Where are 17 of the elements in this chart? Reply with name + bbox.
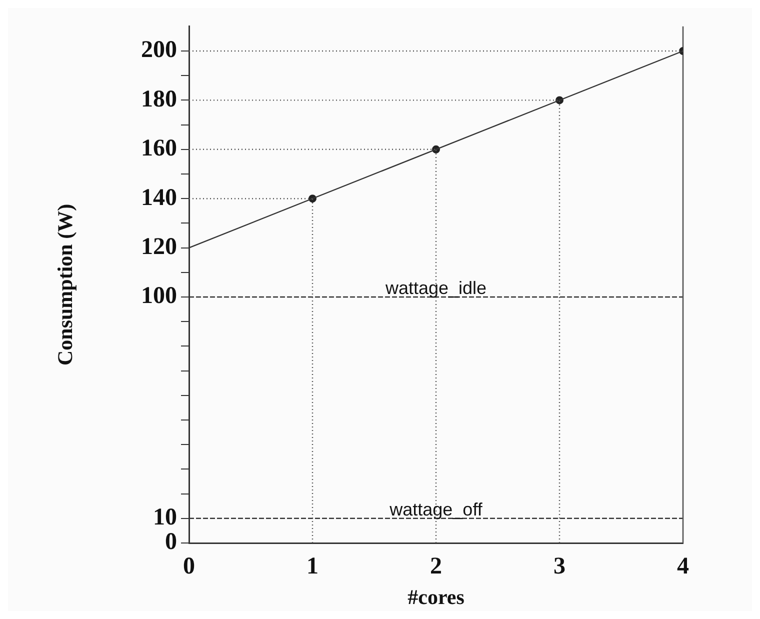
x-tick-label: 4 (677, 554, 689, 580)
y-tick-label: 200 (141, 37, 177, 64)
x-tick-label: 1 (306, 554, 318, 580)
y-tick-label: 120 (141, 234, 177, 260)
y-axis-title: Consumption (W) (53, 204, 78, 366)
y-tick-label: 180 (141, 86, 177, 112)
ref-line-label: wattage_idle (384, 278, 487, 298)
y-tick-label: 10 (153, 504, 177, 531)
y-tick-label: 160 (141, 136, 177, 162)
y-tick-label: 140 (141, 184, 177, 211)
x-tick-label: 0 (183, 554, 195, 580)
ref-line-label: wattage_off (388, 499, 484, 520)
x-tick-label: 3 (554, 554, 566, 580)
y-tick-label: 100 (141, 283, 177, 310)
x-tick-label: 2 (430, 554, 442, 580)
x-axis-title: #cores (408, 584, 464, 609)
y-tick-label: 0 (165, 529, 177, 556)
